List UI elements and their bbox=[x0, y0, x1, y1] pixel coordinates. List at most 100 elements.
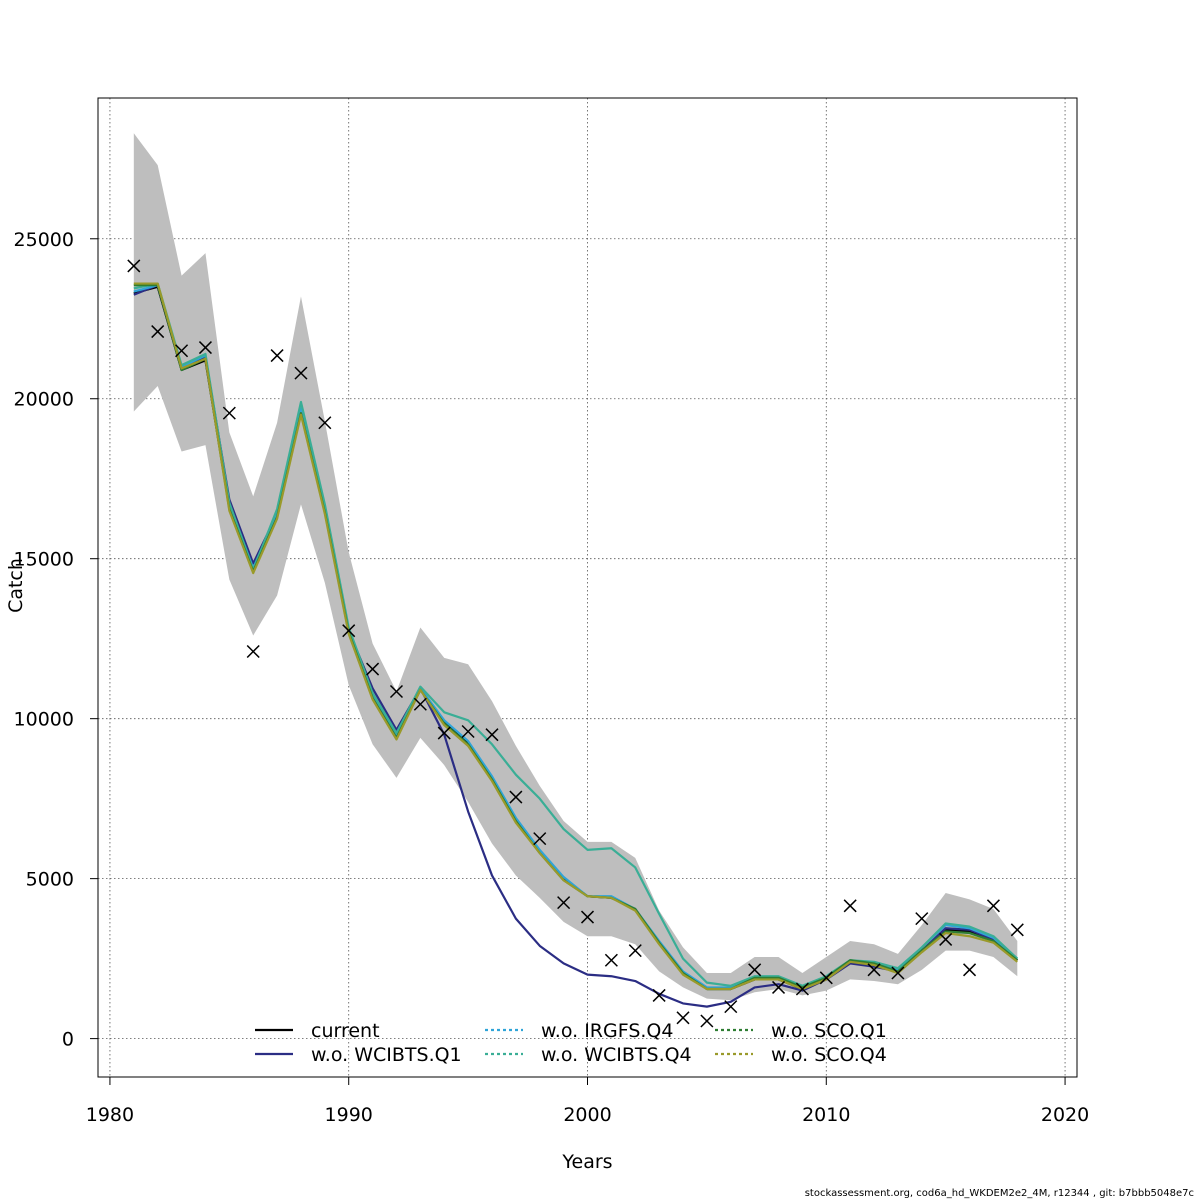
observed-point-stroke bbox=[509, 790, 523, 804]
observed-point-stroke bbox=[939, 932, 953, 946]
observed-point-stroke bbox=[461, 724, 475, 739]
observed-point-2007 bbox=[748, 963, 762, 977]
observed-point-stroke bbox=[413, 697, 427, 711]
observed-point-stroke bbox=[891, 966, 905, 980]
x-tick-label-1980: 1980 bbox=[86, 1104, 134, 1126]
x-tick-label-2010: 2010 bbox=[802, 1104, 850, 1126]
observed-point-1992 bbox=[389, 684, 404, 699]
observed-point-stroke bbox=[700, 1014, 714, 1028]
legend-label: w.o. SCO.Q1 bbox=[771, 1020, 887, 1042]
observed-point-2015 bbox=[939, 932, 953, 946]
legend-label: w.o. SCO.Q4 bbox=[771, 1044, 887, 1066]
observed-point-1996 bbox=[485, 728, 499, 742]
confidence-band bbox=[133, 133, 1018, 1001]
observed-point-stroke bbox=[771, 980, 786, 994]
series-line-w-o-sco-q4 bbox=[133, 282, 1018, 991]
footer-note: stockassessment.org, cod6a_hd_WKDEM2e2_4… bbox=[805, 1188, 1194, 1199]
observed-point-2002 bbox=[628, 944, 642, 958]
observed-point-1998 bbox=[533, 832, 547, 846]
observed-point-1984 bbox=[198, 341, 212, 355]
observed-point-stroke bbox=[246, 644, 260, 659]
observed-point-stroke bbox=[557, 896, 571, 910]
observed-point-stroke bbox=[963, 963, 977, 977]
observed-points-layer bbox=[127, 259, 1024, 1028]
legend-item-w-o-sco-q1: w.o. SCO.Q1 bbox=[715, 1020, 887, 1042]
legend-item-current: current bbox=[255, 1020, 380, 1042]
observed-point-stroke bbox=[1010, 923, 1024, 937]
y-tick-label-0: 0 bbox=[62, 1029, 74, 1051]
observed-point-stroke bbox=[604, 953, 618, 967]
observed-point-stroke bbox=[270, 349, 284, 363]
observed-point-2013 bbox=[891, 966, 905, 980]
y-tick-label-25000: 25000 bbox=[14, 229, 74, 251]
observed-point-1991 bbox=[366, 662, 380, 676]
legend-label: w.o. IRGFS.Q4 bbox=[541, 1020, 673, 1042]
observed-point-2000 bbox=[580, 910, 595, 924]
observed-point-stroke bbox=[652, 988, 666, 1002]
legend-label: current bbox=[311, 1020, 380, 1042]
observed-point-stroke bbox=[986, 899, 1000, 913]
observed-point-stroke bbox=[294, 366, 308, 380]
y-tick-label-5000: 5000 bbox=[26, 869, 74, 891]
observed-point-stroke bbox=[676, 1011, 690, 1025]
observed-point-1993 bbox=[413, 697, 427, 711]
observed-point-1990 bbox=[342, 624, 356, 638]
observed-point-1985 bbox=[222, 406, 236, 420]
observed-point-stroke bbox=[748, 963, 762, 977]
observed-point-2005 bbox=[700, 1014, 714, 1028]
legend-item-w-o-wcibts-q1: w.o. WCIBTS.Q1 bbox=[255, 1044, 462, 1066]
observed-point-stroke bbox=[318, 416, 332, 430]
observed-point-2011 bbox=[843, 899, 857, 913]
observed-point-1981 bbox=[127, 259, 141, 273]
x-axis-title: Years bbox=[561, 1151, 612, 1173]
x-tick-label-2000: 2000 bbox=[563, 1104, 611, 1126]
legend-label: w.o. WCIBTS.Q4 bbox=[541, 1044, 692, 1066]
observed-point-1995 bbox=[461, 724, 475, 739]
series-line-w-o-wcibts-q4 bbox=[133, 282, 1019, 987]
observed-point-stroke bbox=[175, 344, 189, 358]
x-axis: 1980 1990 2000 2010 2020 bbox=[86, 1076, 1089, 1126]
observed-point-stroke bbox=[843, 899, 857, 913]
observed-point-2003 bbox=[652, 988, 666, 1002]
observed-point-stroke bbox=[485, 728, 499, 742]
observed-point-1982 bbox=[151, 325, 165, 339]
legend-item-w-o-sco-q4: w.o. SCO.Q4 bbox=[715, 1044, 887, 1066]
y-tick-label-10000: 10000 bbox=[14, 709, 74, 731]
observed-point-stroke bbox=[580, 910, 595, 924]
observed-point-2017 bbox=[986, 899, 1000, 913]
x-tick-label-2020: 2020 bbox=[1041, 1104, 1089, 1126]
observed-point-stroke bbox=[342, 624, 356, 638]
observed-point-1988 bbox=[294, 366, 308, 380]
observed-point-1986 bbox=[246, 644, 260, 659]
observed-point-2016 bbox=[963, 963, 977, 977]
observed-point-stroke bbox=[724, 1000, 738, 1014]
observed-point-stroke bbox=[127, 259, 141, 273]
observed-point-2012 bbox=[867, 963, 881, 977]
observed-point-stroke bbox=[389, 684, 404, 699]
observed-point-2014 bbox=[915, 912, 929, 926]
observed-point-2004 bbox=[676, 1011, 690, 1025]
legend-item-w-o-irgfs-q4: w.o. IRGFS.Q4 bbox=[485, 1020, 673, 1042]
legend-label: w.o. WCIBTS.Q1 bbox=[311, 1044, 462, 1066]
legend-item-w-o-wcibts-q4: w.o. WCIBTS.Q4 bbox=[485, 1044, 692, 1066]
observed-point-stroke bbox=[366, 662, 380, 676]
observed-point-stroke bbox=[437, 726, 451, 740]
x-tick-label-1990: 1990 bbox=[325, 1104, 373, 1126]
observed-point-1983 bbox=[175, 344, 189, 358]
y-axis: 0 5000 10000 15000 20000 25000 bbox=[14, 229, 99, 1051]
observed-point-2008 bbox=[771, 980, 786, 994]
confidence-band-layer bbox=[133, 133, 1018, 1001]
observed-point-1994 bbox=[437, 726, 451, 740]
observed-point-2018 bbox=[1010, 923, 1024, 937]
observed-point-2009 bbox=[795, 982, 809, 996]
observed-point-2001 bbox=[604, 953, 618, 967]
observed-point-stroke bbox=[151, 325, 165, 339]
observed-point-stroke bbox=[819, 971, 833, 985]
observed-point-stroke bbox=[222, 406, 236, 420]
observed-point-2010 bbox=[819, 971, 833, 985]
observed-point-stroke bbox=[198, 341, 212, 355]
y-axis-title: Catch bbox=[5, 558, 27, 613]
observed-point-stroke bbox=[533, 832, 547, 846]
